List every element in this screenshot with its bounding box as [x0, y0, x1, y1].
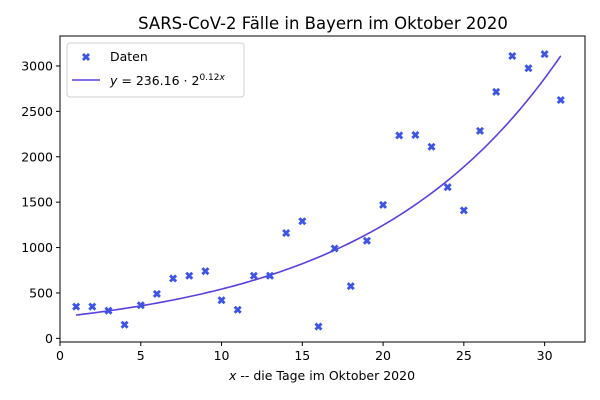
data-point: [185, 271, 194, 280]
data-point: [88, 302, 97, 311]
data-point: [233, 305, 242, 314]
legend-x-marker: [81, 52, 91, 62]
legend: Daten y = 236.16 · 20.12x: [66, 42, 245, 98]
data-point: [540, 50, 549, 59]
data-point: [136, 301, 145, 310]
data-point: [152, 289, 161, 298]
x-ticks: 0 5 10 15 20 25 30: [56, 342, 553, 363]
data-point: [201, 267, 210, 276]
data-point: [492, 87, 501, 96]
data-point: [104, 306, 113, 315]
y-tick-label: 1000: [21, 240, 53, 255]
data-point: [120, 320, 129, 329]
legend-marker-icon: [81, 52, 91, 62]
y-tick-label: 0: [45, 331, 53, 346]
data-point: [346, 282, 355, 291]
data-point: [330, 244, 339, 253]
y-tick-label: 1500: [21, 195, 53, 210]
x-axis-title: x -- die Tage im Oktober 2020: [228, 368, 415, 383]
data-point: [411, 130, 420, 139]
legend-label-fit: y = 236.16 · 20.12x: [109, 73, 225, 88]
data-point: [556, 95, 565, 105]
chart-title: SARS-CoV-2 Fälle in Bayern im Oktober 20…: [138, 14, 508, 33]
x-tick-label: 15: [294, 348, 310, 363]
data-point: [524, 64, 533, 73]
data-point: [362, 236, 371, 245]
data-point: [475, 126, 485, 135]
data-markers: [72, 50, 565, 331]
data-point: [314, 322, 323, 331]
y-tick-label: 3000: [21, 58, 53, 73]
y-tick-label: 2500: [21, 104, 53, 119]
data-point: [459, 206, 468, 215]
data-point: [72, 302, 81, 311]
x-tick-label: 10: [214, 348, 230, 363]
data-point: [217, 296, 226, 305]
x-tick-label: 25: [456, 348, 472, 363]
x-tick-label: 30: [537, 348, 553, 363]
legend-label-data: Daten: [110, 49, 148, 64]
data-point: [298, 217, 307, 226]
data-point: [282, 229, 291, 238]
data-point: [395, 131, 404, 140]
x-tick-label: 20: [375, 348, 391, 363]
data-point: [249, 271, 258, 280]
x-tick-label: 5: [137, 348, 145, 363]
data-point: [508, 51, 517, 61]
x-tick-label: 0: [56, 348, 64, 363]
fit-curve-line: [76, 55, 562, 316]
data-point: [379, 200, 388, 209]
y-tick-label: 500: [29, 285, 53, 300]
y-ticks: 0 500 1000 1500 2000 2500 3000: [21, 58, 60, 346]
data-point: [443, 183, 452, 192]
legend-box: [66, 42, 245, 98]
y-tick-label: 2000: [21, 149, 53, 164]
data-point: [169, 274, 178, 283]
plot-frame: [59, 35, 586, 343]
plot-area: 0 5 10 15 20 25 30 0 500 1000 1500 2000 2500 3000: [21, 35, 586, 363]
data-point: [427, 142, 436, 151]
data-point: [265, 271, 275, 280]
